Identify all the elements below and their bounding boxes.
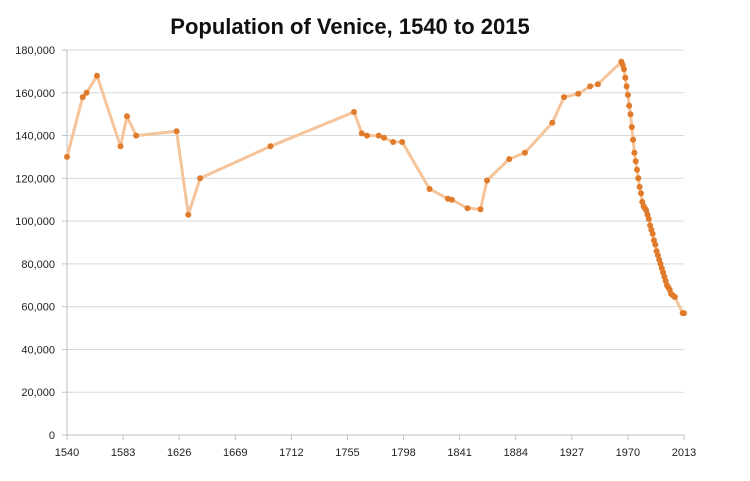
data-point	[671, 294, 678, 300]
data-point	[399, 139, 406, 145]
data-point	[358, 130, 365, 137]
data-point	[521, 149, 528, 156]
data-point	[390, 139, 397, 145]
data-point	[634, 166, 640, 173]
data-point	[645, 216, 652, 222]
data-point	[83, 89, 90, 96]
x-tick-label: 1626	[167, 447, 191, 459]
x-tick-label: 1841	[447, 447, 471, 459]
x-tick-label: 1970	[616, 447, 640, 459]
y-tick-label: 60,000	[21, 302, 55, 314]
data-point	[484, 177, 490, 184]
data-point	[626, 102, 633, 109]
data-point	[628, 124, 635, 130]
y-tick-label: 100,000	[15, 216, 55, 228]
data-point	[631, 149, 638, 156]
y-tick-label: 180,000	[15, 45, 55, 57]
data-point	[624, 91, 631, 98]
data-point	[64, 153, 70, 160]
data-point	[622, 74, 629, 81]
data-point	[464, 205, 471, 212]
data-point	[79, 94, 86, 101]
data-point	[561, 94, 567, 101]
data-point	[630, 136, 637, 143]
x-tick-label: 1583	[111, 447, 135, 459]
y-tick-label: 20,000	[21, 387, 55, 399]
data-point	[506, 156, 513, 163]
data-point	[649, 230, 656, 237]
x-tick-label: 1669	[223, 447, 247, 459]
y-tick-label: 140,000	[15, 131, 55, 143]
data-point	[133, 132, 140, 139]
data-point	[621, 66, 627, 73]
data-point	[117, 143, 124, 150]
data-point	[173, 128, 180, 135]
data-point	[635, 175, 642, 182]
x-tick-label: 1884	[503, 447, 527, 459]
y-tick-label: 80,000	[21, 259, 55, 271]
x-tick-label: 1755	[335, 447, 359, 459]
y-tick-label: 120,000	[15, 173, 55, 185]
data-point	[477, 206, 484, 213]
data-point	[197, 175, 204, 182]
data-point	[351, 109, 357, 115]
x-tick-label: 2013	[672, 447, 696, 459]
data-point	[638, 190, 644, 197]
data-point	[375, 132, 382, 139]
x-tick-label: 1798	[391, 447, 415, 459]
data-point	[549, 119, 556, 126]
x-tick-label: 1540	[55, 447, 79, 459]
data-point	[94, 72, 100, 79]
x-tick-label: 1712	[279, 447, 303, 459]
data-point	[681, 310, 687, 317]
data-point	[364, 132, 370, 139]
y-tick-label: 0	[49, 430, 55, 442]
data-point	[652, 241, 659, 248]
data-point	[124, 113, 130, 120]
data-point	[426, 186, 433, 192]
data-point	[185, 211, 192, 218]
data-point	[448, 196, 455, 203]
x-tick-label: 1927	[560, 447, 584, 459]
series-line	[65, 60, 685, 315]
data-point	[575, 90, 582, 97]
data-point	[267, 143, 274, 150]
data-point	[587, 83, 594, 90]
data-point	[632, 158, 639, 165]
data-point	[594, 81, 601, 88]
y-tick-label: 40,000	[21, 344, 55, 356]
data-point	[623, 83, 630, 90]
y-tick-label: 160,000	[15, 88, 55, 100]
data-point	[627, 111, 634, 118]
data-point	[381, 134, 387, 141]
chart-title: Population of Venice, 1540 to 2015	[170, 14, 530, 39]
data-point	[636, 183, 643, 190]
